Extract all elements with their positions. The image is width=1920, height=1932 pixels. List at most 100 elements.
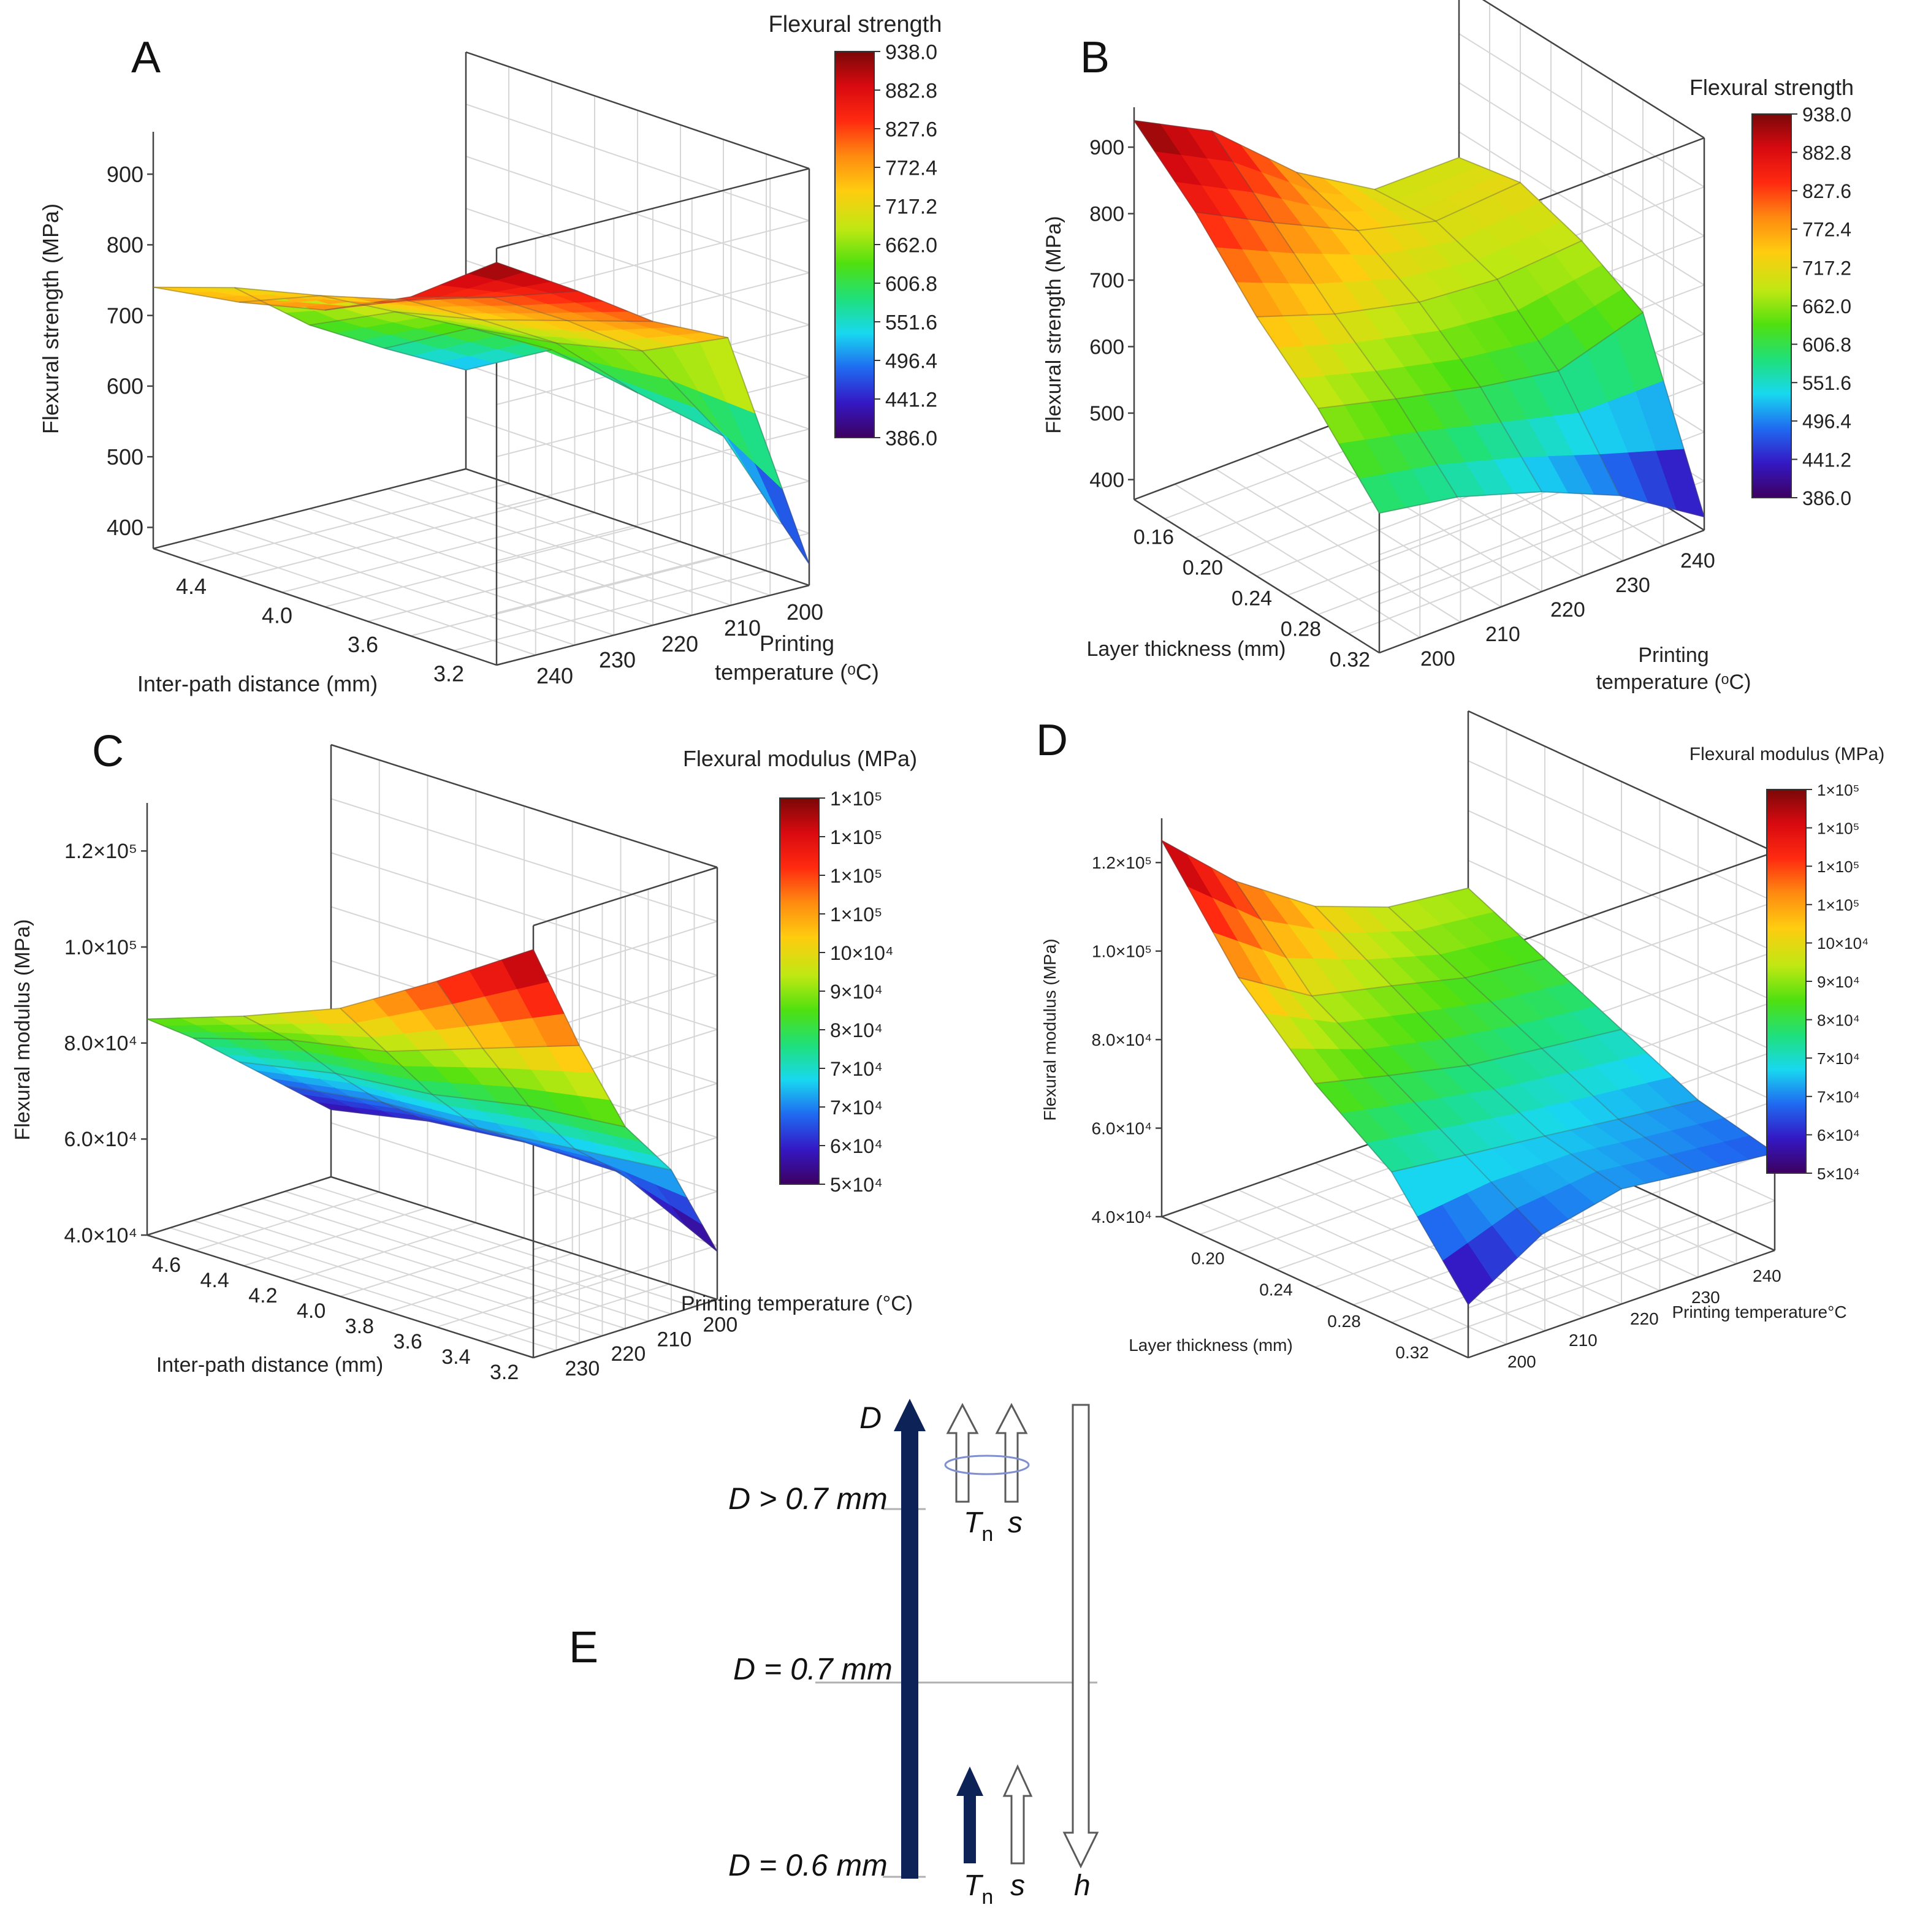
z-tick-label: 230 [1615, 574, 1650, 597]
grid-line-floor [1430, 1232, 1737, 1341]
surface-mesh-line [1296, 172, 1542, 492]
surface-patch [147, 1017, 195, 1026]
axis-edge [1133, 498, 1380, 654]
y-tick-label: 1.0×10⁵ [64, 936, 137, 959]
z-tick-label: 230 [599, 647, 636, 672]
chart-panel-c: 4.0×10⁴ 6.0×10⁴ 8.0×10⁴ 1.0×10⁵ 1.2×10⁵ 4.6 4.… [11, 744, 917, 1384]
axis-edge [496, 167, 810, 249]
z-tick-label: 220 [1630, 1309, 1659, 1328]
surface-mesh-line [1195, 181, 1521, 232]
grid-line-floor [1317, 491, 1644, 615]
colorbar-title: Flexural strength [768, 12, 942, 37]
z-tick-label: 230 [565, 1357, 600, 1380]
axis-edge [533, 1298, 718, 1359]
y-tick-label: 400 [1089, 468, 1124, 492]
surface-mesh-line [436, 981, 621, 1174]
z-tick-label: 220 [661, 631, 698, 656]
y-tick-label: 1.0×10⁵ [1092, 941, 1152, 960]
x-tick-label: 3.2 [433, 661, 464, 686]
d-increase-arrow [894, 1399, 926, 1879]
grid-line-floor [367, 541, 681, 622]
surface-mesh-line [533, 949, 718, 1252]
axis-edge [147, 1234, 534, 1359]
y-tick-label: 700 [107, 303, 143, 328]
x-tick-label: 0.28 [1281, 618, 1321, 641]
x-tick-label: 4.4 [200, 1269, 229, 1292]
surface-mesh-line [1314, 1029, 1622, 1084]
colorbar-title: Flexural modulus (MPa) [683, 746, 917, 771]
surface-mesh-line [330, 1109, 718, 1252]
axis-edge [1468, 710, 1775, 853]
surface-mesh-line [1317, 311, 1644, 409]
grid-line-floor [484, 1284, 669, 1343]
surface-mesh-line [1374, 189, 1621, 496]
surface-mesh-line [1133, 120, 1380, 514]
colorbar-tick-label: 827.6 [1802, 180, 1851, 202]
grid-line-floor [410, 555, 724, 637]
colorbar-tick-label: 606.8 [885, 273, 937, 296]
grid-line-back [330, 798, 718, 922]
grid-line-floor [284, 1190, 672, 1315]
surface-mesh-line [465, 349, 810, 565]
h-label: h [1074, 1869, 1091, 1902]
colorbar-tick-label: 1×10⁵ [830, 903, 882, 926]
x-tick-label: 0.32 [1395, 1343, 1429, 1362]
surface-mesh-line [1468, 888, 1775, 1154]
z-tick-label: 200 [1507, 1352, 1536, 1371]
colorbar-tick-label: 1×10⁵ [830, 865, 882, 887]
surface-mesh-line [147, 949, 534, 1020]
colorbar-tick-label: 5×10⁴ [830, 1174, 883, 1196]
chart-panel-d: 4.0×10⁴ 6.0×10⁴ 8.0×10⁴ 1.0×10⁵ 1.2×10⁵ 0.20 0… [1040, 710, 1884, 1371]
colorbar-tick-label: 386.0 [1802, 487, 1851, 509]
x-tick-label: 3.8 [345, 1315, 374, 1338]
y-axis-title: Flexural strength (MPa) [38, 203, 63, 434]
colorbar-tick-label: 662.0 [1802, 295, 1851, 318]
axis-edge [153, 468, 467, 550]
colorbar-tick-label: 717.2 [1802, 257, 1851, 279]
z-axis-title: temperature (ᵒC) [1596, 671, 1751, 694]
panel-label-e: E [569, 1623, 598, 1672]
z-tick-label: 240 [536, 663, 573, 688]
colorbar-tick-label: 1×10⁵ [1817, 819, 1859, 837]
grid-line-back [1468, 810, 1775, 953]
axis-edge [330, 744, 718, 869]
surface-patch [753, 461, 810, 565]
colorbar-tick-label: 8×10⁴ [1817, 1011, 1860, 1029]
surface-patch [1160, 839, 1213, 898]
y-tick-label: 800 [1089, 202, 1124, 226]
surface-mesh-line [284, 1085, 672, 1171]
colorbar [1751, 113, 1792, 498]
z-tick-label: 220 [1550, 598, 1585, 622]
surface-mesh-line [410, 296, 724, 437]
z-tick-label: 240 [1680, 549, 1715, 572]
axis-edge [465, 468, 810, 587]
grid-line-back [465, 208, 810, 325]
colorbar-tick-label: 7×10⁴ [830, 1097, 883, 1119]
tn-up-arrow-upper [946, 1402, 979, 1503]
z-tick-label: 210 [1485, 623, 1520, 646]
z-tick-label: 200 [787, 599, 823, 625]
colorbar-tick-label: 551.6 [1802, 372, 1851, 394]
y-tick-label: 8.0×10⁴ [64, 1032, 137, 1055]
surface-mesh-line [1379, 491, 1705, 518]
surface-mesh-line [153, 262, 497, 311]
grid-line-floor [309, 508, 653, 626]
z-tick-label: 200 [703, 1314, 738, 1337]
s-up-arrow-upper [995, 1402, 1028, 1503]
colorbar-tick-label: 496.4 [885, 350, 937, 373]
h-down-arrow [1062, 1404, 1099, 1869]
z-axis-title: Printing [760, 631, 834, 656]
surface-mesh-line [1391, 1099, 1699, 1173]
colorbar-tick-label: 551.6 [885, 311, 937, 335]
x-tick-label: 4.6 [152, 1253, 181, 1277]
panel-label-c: C [92, 727, 124, 776]
y-tick-label: 4.0×10⁴ [1092, 1208, 1152, 1227]
colorbar [1766, 789, 1807, 1174]
y-tick-label: 800 [107, 232, 143, 257]
z-tick-label: 210 [724, 615, 761, 641]
axis-edge [330, 1176, 718, 1301]
level-label-gt: D > 0.7 mm [728, 1481, 888, 1516]
y-tick-label: 700 [1089, 269, 1124, 292]
surface-mesh-line [384, 327, 728, 352]
z-tick-label: 240 [1753, 1266, 1781, 1285]
